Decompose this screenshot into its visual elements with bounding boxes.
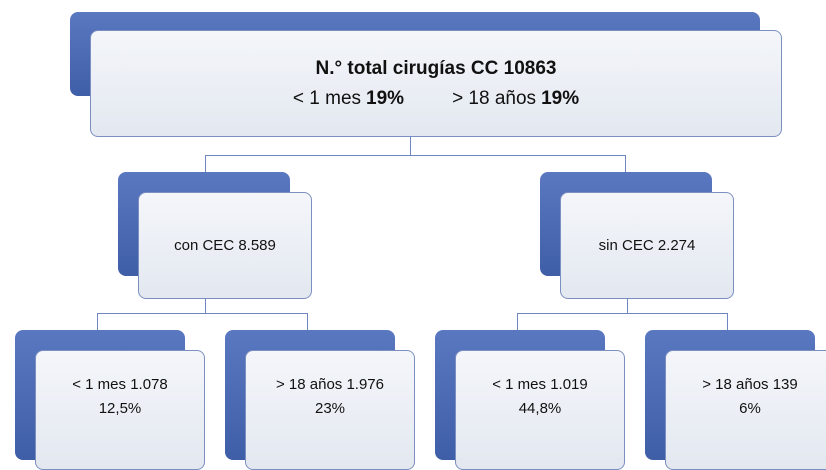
leaf-box: > 18 años 139 6% bbox=[665, 350, 826, 470]
connector bbox=[625, 155, 626, 173]
connector bbox=[627, 298, 628, 313]
stat-label: < 1 mes bbox=[292, 87, 362, 109]
node-label: con CEC 8.589 bbox=[174, 237, 276, 254]
connector bbox=[205, 155, 206, 173]
stat-value: 19% bbox=[366, 87, 405, 109]
stat: < 1 mes 19% bbox=[293, 88, 404, 110]
connector bbox=[517, 313, 728, 314]
leaf-percent: 44,8% bbox=[518, 400, 562, 417]
root-title: N.° total cirugías CC 10863 bbox=[315, 57, 557, 79]
leaf-box: < 1 mes 1.078 12,5% bbox=[35, 350, 205, 470]
leaf-percent: 12,5% bbox=[98, 400, 142, 417]
node-box: sin CEC 2.274 bbox=[560, 192, 734, 299]
connector bbox=[410, 136, 411, 155]
connector bbox=[727, 313, 728, 330]
connector bbox=[205, 298, 206, 313]
stat-value: 19% bbox=[541, 87, 580, 109]
leaf-label: > 18 años 139 bbox=[702, 376, 798, 393]
root-stats: < 1 mes 19% > 18 años 19% bbox=[293, 88, 579, 110]
stat: > 18 años 19% bbox=[452, 88, 579, 110]
leaf-label: < 1 mes 1.078 bbox=[72, 376, 168, 393]
leaf-percent: 6% bbox=[739, 400, 761, 417]
connector bbox=[307, 313, 308, 330]
connector bbox=[517, 313, 518, 330]
connector bbox=[205, 155, 626, 156]
leaf-percent: 23% bbox=[314, 400, 346, 417]
root-box: N.° total cirugías CC 10863 < 1 mes 19% >… bbox=[90, 30, 782, 137]
node-label: sin CEC 2.274 bbox=[598, 237, 696, 254]
leaf-box: > 18 años 1.976 23% bbox=[245, 350, 415, 470]
page: {"root": {"title": "N.° total cirugías C… bbox=[15, 12, 826, 470]
leaf-box: < 1 mes 1.019 44,8% bbox=[455, 350, 625, 470]
leaf-label: < 1 mes 1.019 bbox=[492, 376, 588, 393]
leaf-label: > 18 años 1.976 bbox=[275, 376, 384, 393]
connector bbox=[97, 313, 308, 314]
node-box: con CEC 8.589 bbox=[138, 192, 312, 299]
connector bbox=[97, 313, 98, 330]
stat-label: > 18 años bbox=[452, 87, 537, 109]
